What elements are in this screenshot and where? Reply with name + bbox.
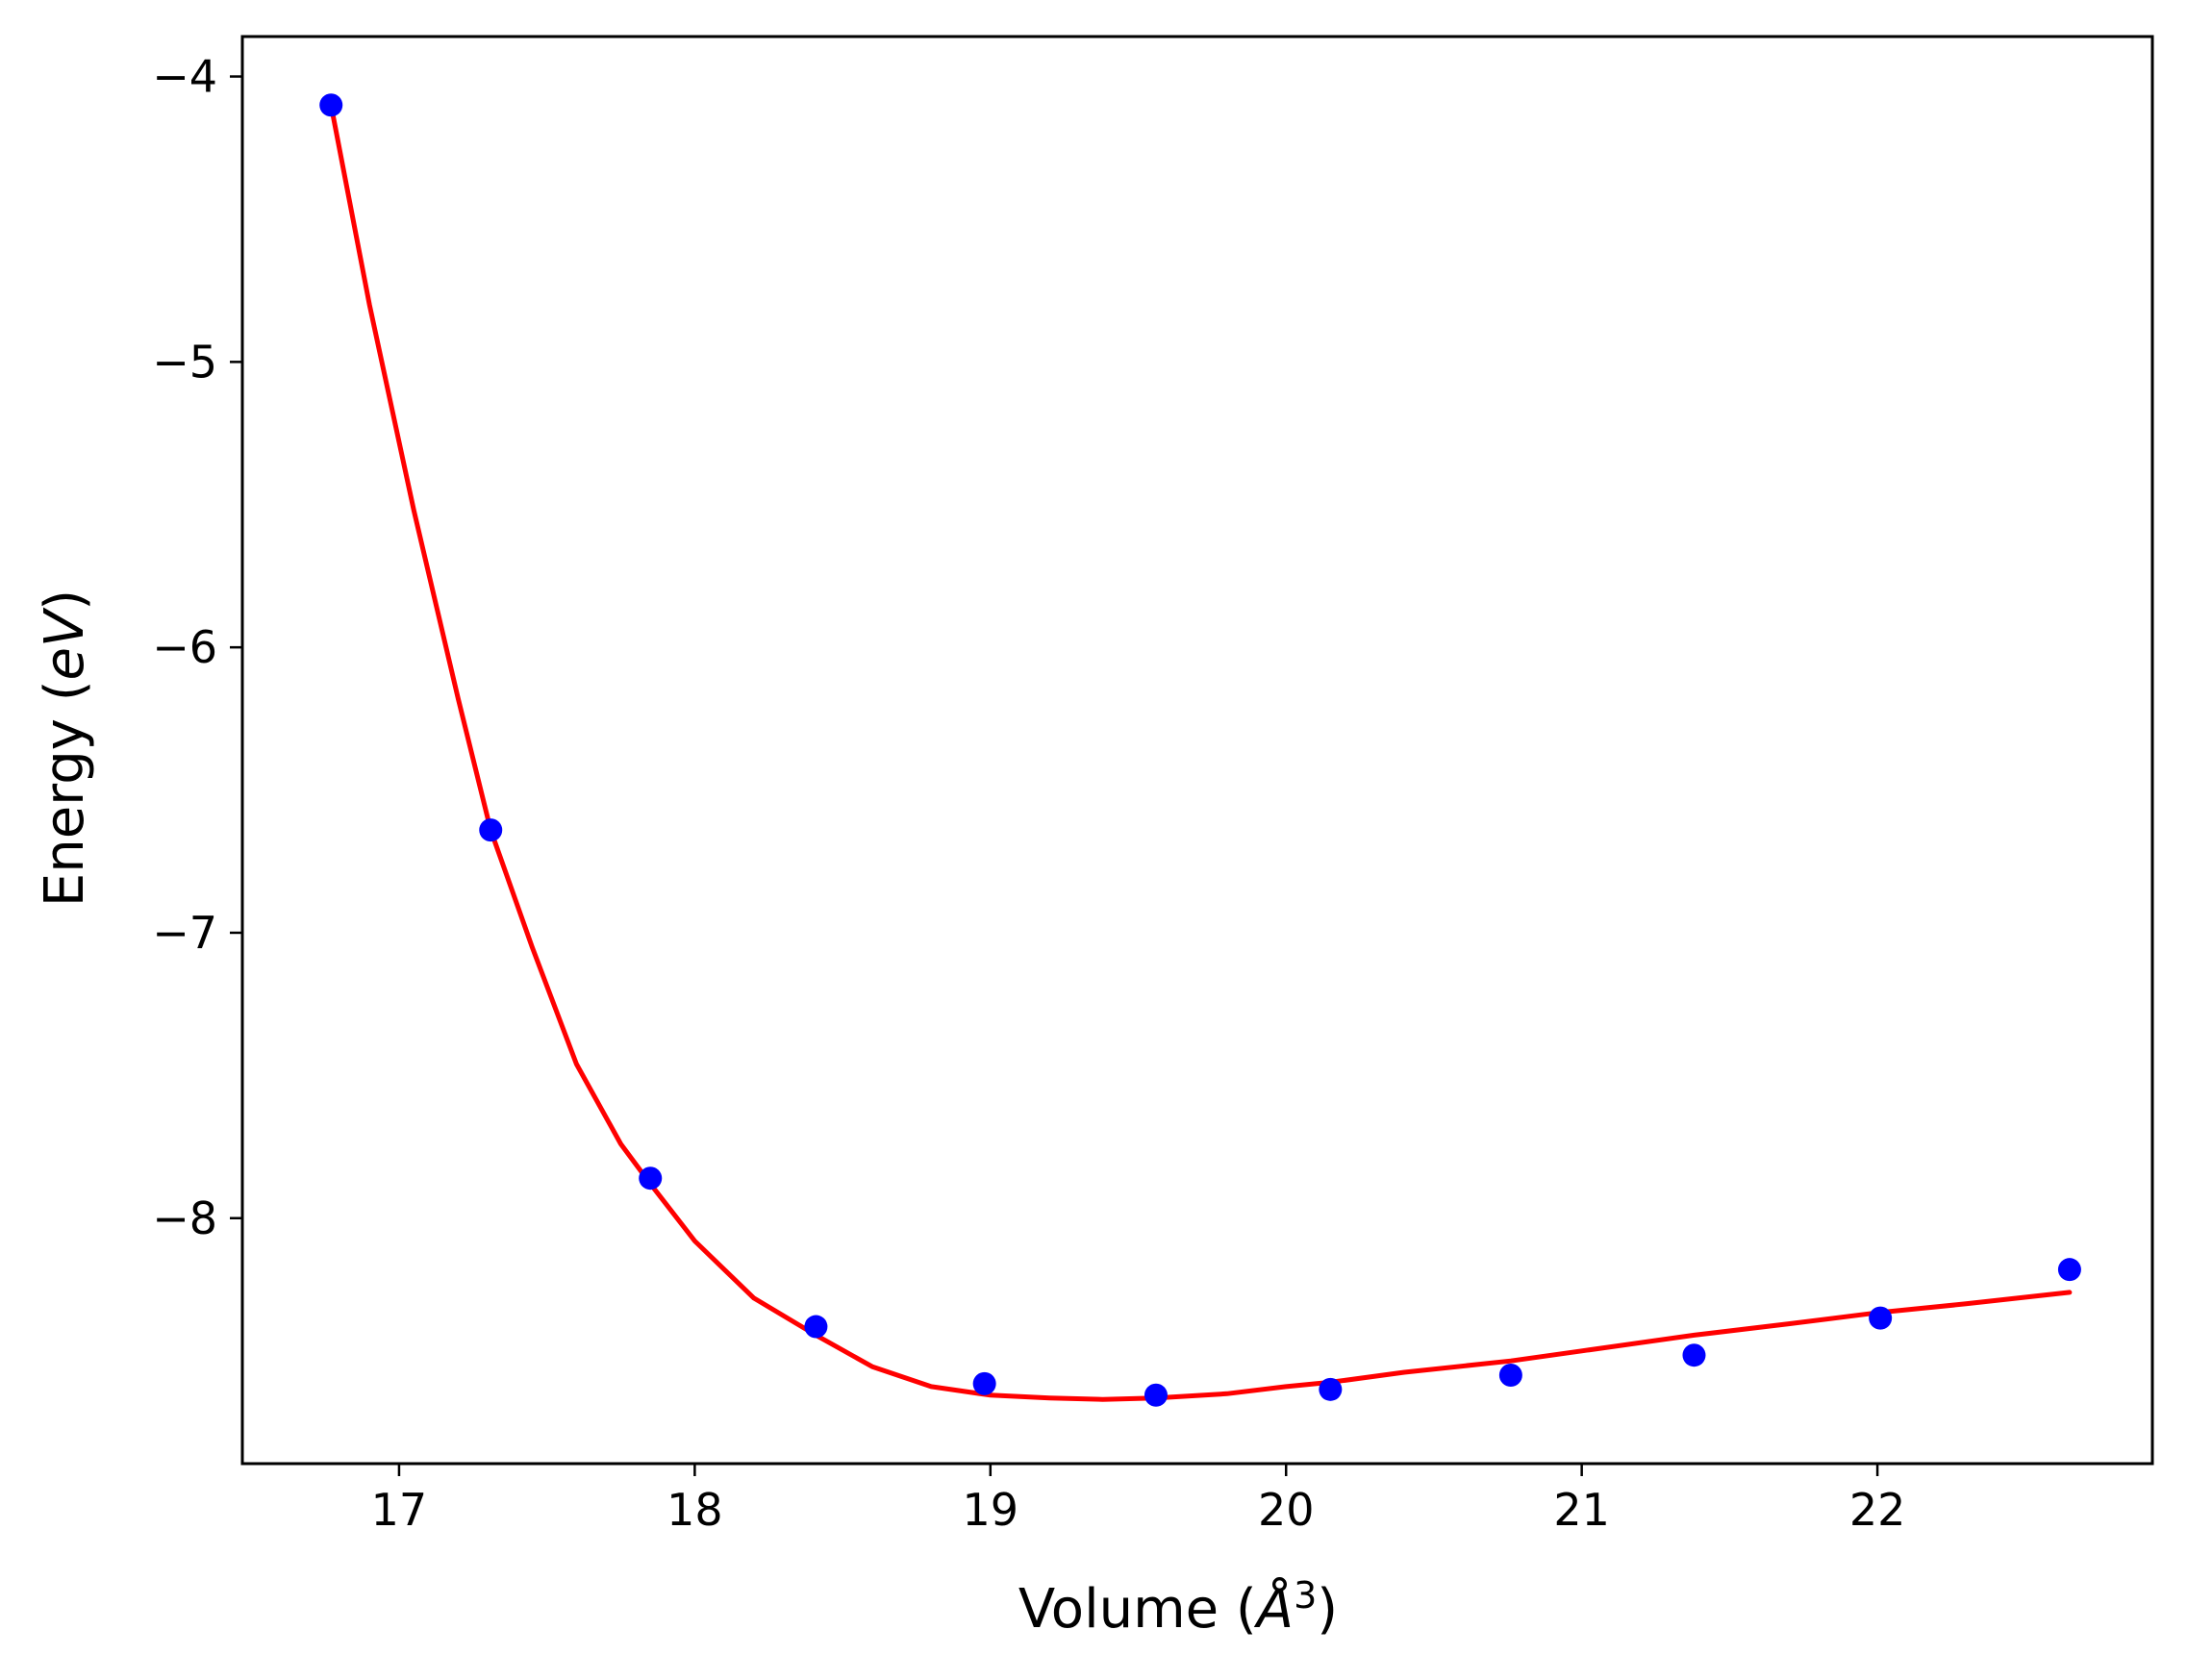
data-point: [1869, 1306, 1893, 1330]
data-point: [1144, 1383, 1168, 1407]
axes: 17 18 19 20 21 22 −4 −5 −6 −7 −8: [152, 35, 2154, 1536]
data-point: [639, 1166, 663, 1191]
x-tick-label: 20: [1258, 1484, 1315, 1536]
data-point: [804, 1315, 828, 1339]
y-tick-label: −6: [152, 621, 217, 673]
data-point: [2057, 1258, 2081, 1282]
y-tick-label: −7: [152, 907, 217, 959]
data-point: [1498, 1363, 1522, 1387]
x-axis-title: Volume (Å3): [1018, 1574, 1338, 1641]
data-point: [972, 1371, 996, 1395]
x-tick-label: 18: [666, 1484, 723, 1536]
y-tick-label: −8: [152, 1192, 217, 1244]
y-axis-title: Energy (eV): [34, 589, 96, 907]
plot-area: [319, 93, 2081, 1407]
fit-curve: [328, 102, 2073, 1402]
x-tick-label: 17: [371, 1484, 428, 1536]
x-tick-label: 21: [1553, 1484, 1610, 1536]
y-tick-label: −5: [152, 336, 217, 388]
data-point: [1682, 1343, 1706, 1367]
data-point: [1319, 1377, 1343, 1401]
y-tick-label: −4: [152, 51, 217, 103]
x-tick-label: 19: [963, 1484, 1019, 1536]
data-point: [479, 818, 503, 842]
x-tick-label: 22: [1849, 1484, 1906, 1536]
data-point: [319, 93, 343, 117]
axes-frame: [240, 35, 2154, 1466]
